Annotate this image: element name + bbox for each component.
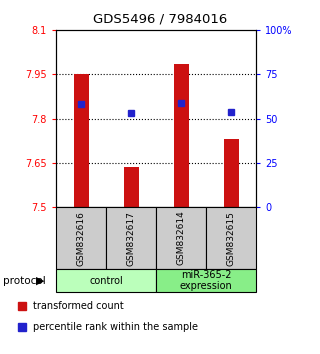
- Bar: [223, 139, 238, 207]
- Text: miR-365-2
expression: miR-365-2 expression: [180, 270, 232, 291]
- Text: control: control: [89, 275, 123, 286]
- Text: protocol: protocol: [3, 275, 46, 286]
- Bar: [56, 207, 106, 269]
- Text: percentile rank within the sample: percentile rank within the sample: [33, 322, 198, 332]
- Text: GSM832617: GSM832617: [126, 211, 135, 266]
- Text: GSM832614: GSM832614: [177, 211, 186, 266]
- Bar: [173, 64, 188, 207]
- Bar: [156, 269, 256, 292]
- Text: GDS5496 / 7984016: GDS5496 / 7984016: [93, 12, 227, 25]
- Bar: [106, 207, 156, 269]
- Text: transformed count: transformed count: [33, 301, 124, 311]
- Bar: [74, 74, 89, 207]
- Text: ▶: ▶: [36, 275, 44, 286]
- Text: GSM832616: GSM832616: [76, 211, 85, 266]
- Bar: [56, 269, 156, 292]
- Text: GSM832615: GSM832615: [227, 211, 236, 266]
- Bar: [124, 167, 139, 207]
- Bar: [206, 207, 256, 269]
- Bar: [156, 207, 206, 269]
